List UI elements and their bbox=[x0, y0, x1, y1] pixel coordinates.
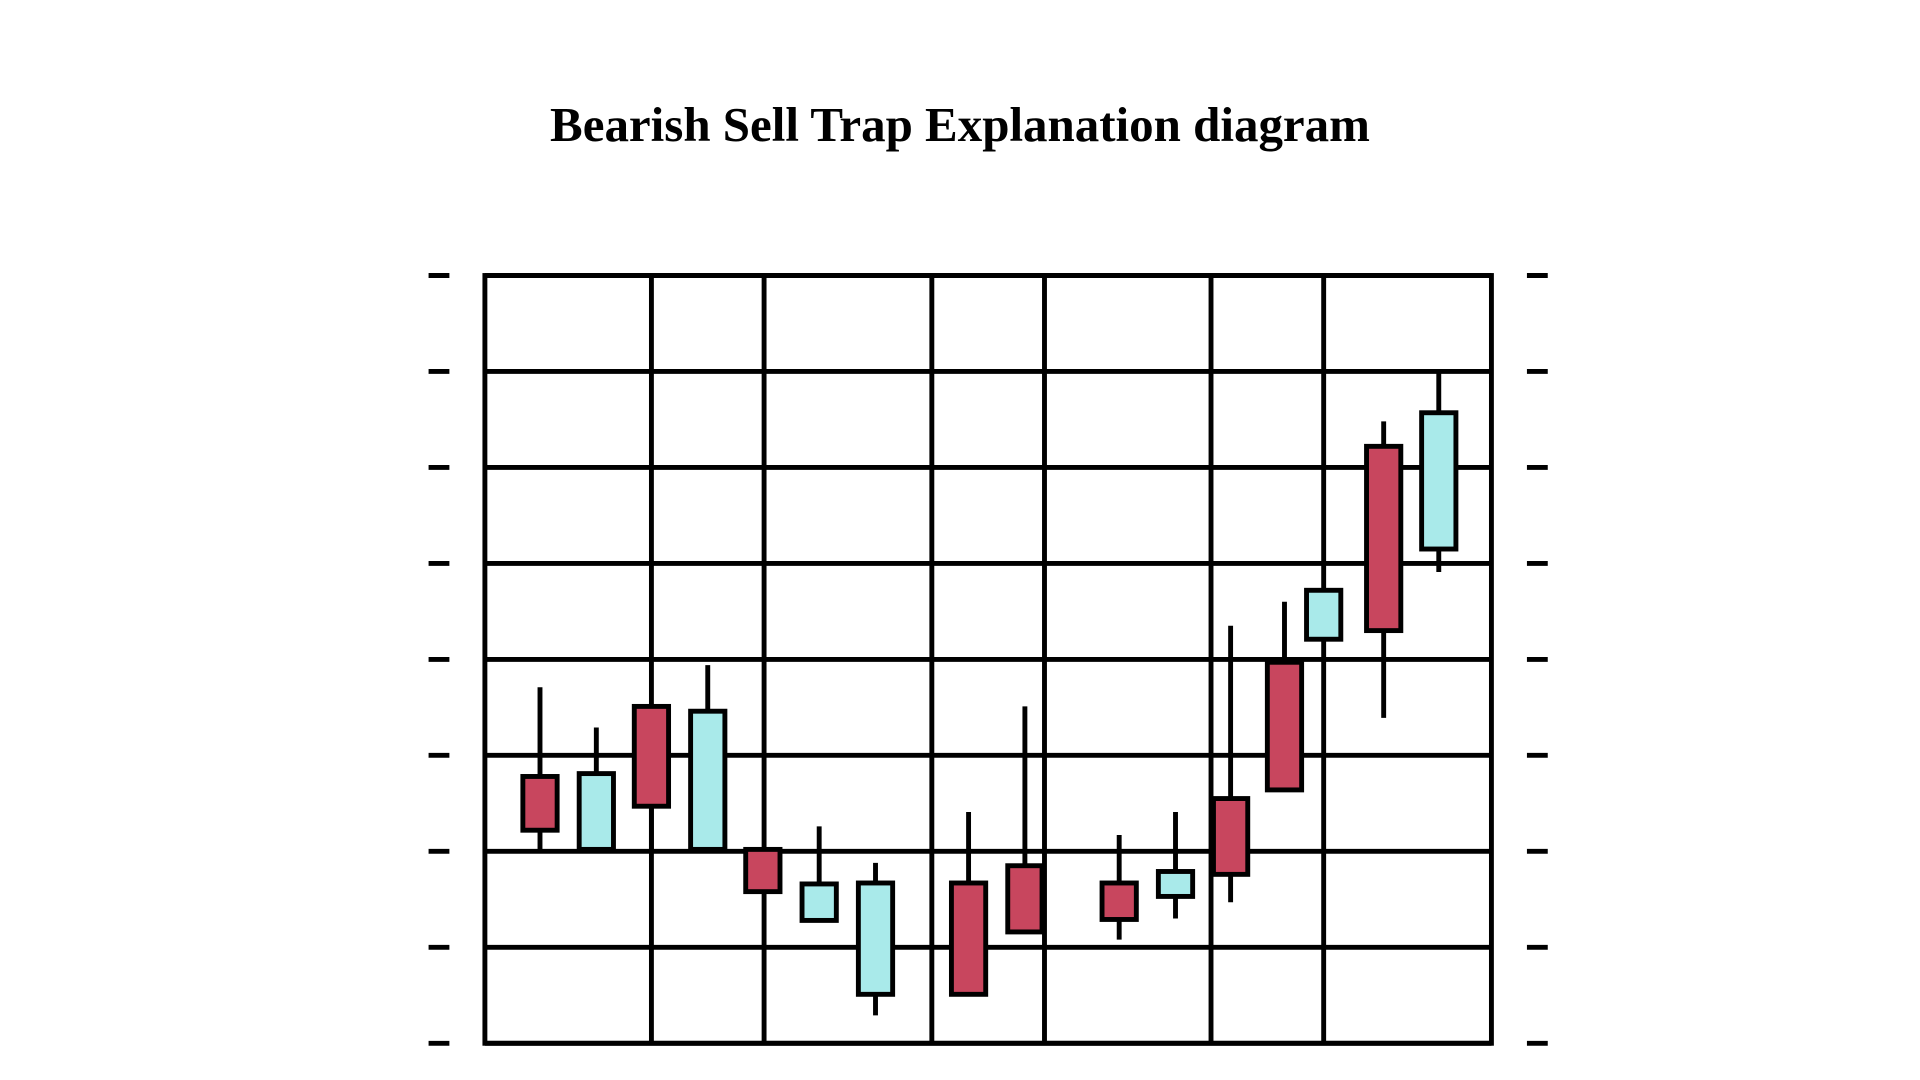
candle-bullish bbox=[799, 826, 839, 923]
candle-body bbox=[1304, 587, 1344, 642]
candle-bearish bbox=[743, 846, 783, 895]
candle-body bbox=[631, 703, 672, 809]
candle-bullish bbox=[688, 665, 728, 852]
candle-body bbox=[1364, 443, 1404, 634]
candle-body bbox=[520, 774, 560, 833]
candle-bullish bbox=[576, 727, 616, 852]
axis-ticks bbox=[428, 273, 1548, 1046]
candle-bearish bbox=[1005, 706, 1045, 935]
candle-bullish bbox=[1155, 811, 1196, 919]
candle-body bbox=[799, 881, 839, 923]
candle-bullish bbox=[1419, 373, 1459, 573]
candle-body bbox=[688, 708, 728, 852]
candle-body bbox=[855, 880, 896, 997]
candle-bearish bbox=[1099, 835, 1139, 940]
candle-body bbox=[1211, 796, 1251, 877]
candle-bullish bbox=[1304, 587, 1344, 642]
candle-body bbox=[948, 880, 989, 997]
candle-bearish bbox=[948, 811, 989, 997]
candle-body bbox=[576, 771, 616, 852]
candle-bearish bbox=[520, 687, 560, 850]
candle-bullish bbox=[855, 862, 896, 1016]
candle-body bbox=[1419, 410, 1459, 552]
candle-bearish bbox=[1364, 421, 1404, 718]
candle-bearish bbox=[1211, 625, 1251, 903]
candle-bearish bbox=[1264, 601, 1305, 793]
candle-body bbox=[1264, 659, 1305, 793]
candle-bearish bbox=[631, 703, 672, 850]
candle-body bbox=[743, 846, 783, 895]
candle-body bbox=[1155, 869, 1196, 899]
candle-body bbox=[1099, 880, 1139, 922]
candles bbox=[520, 373, 1459, 1016]
candle-body bbox=[1005, 863, 1045, 935]
plot-frame bbox=[482, 273, 1494, 1046]
chart-title: Bearish Sell Trap Explanation diagram bbox=[550, 97, 1370, 152]
